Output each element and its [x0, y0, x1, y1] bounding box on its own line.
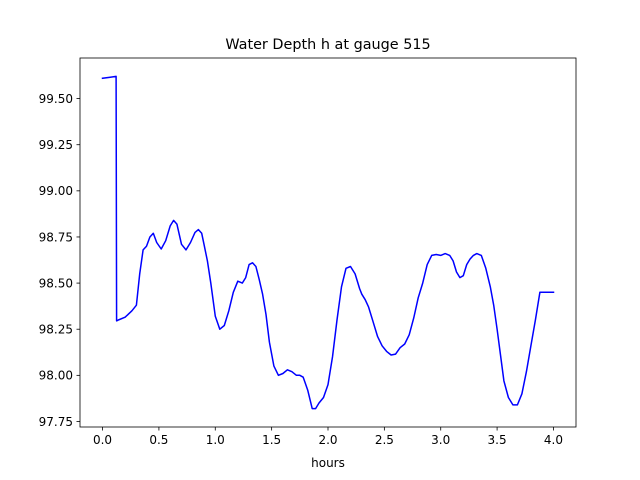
x-tick-label: 2.5: [375, 433, 394, 447]
y-tick-label: 99.00: [39, 184, 73, 198]
x-tick-label: 0.5: [149, 433, 168, 447]
y-tick-label: 97.75: [39, 415, 73, 429]
x-tick-label: 1.5: [262, 433, 281, 447]
x-axis-title: hours: [311, 456, 345, 470]
x-tick-label: 2.0: [318, 433, 337, 447]
series-line-0: [101, 75, 555, 410]
x-tick-label: 0.0: [93, 433, 112, 447]
x-tick-label: 3.5: [488, 433, 507, 447]
chart-title: Water Depth h at gauge 515: [225, 37, 430, 53]
y-tick-label: 98.50: [39, 276, 73, 290]
x-tick-label: 1.0: [206, 433, 225, 447]
y-tick-label: 98.75: [39, 230, 73, 244]
x-tick-label: 3.0: [431, 433, 450, 447]
x-tick-label: 4.0: [544, 433, 563, 447]
axes-frame: [79, 57, 577, 428]
y-tick-label: 98.25: [39, 323, 73, 337]
y-tick-label: 98.00: [39, 369, 73, 383]
y-tick-label: 99.50: [39, 92, 73, 106]
plot-area: 0.0 0.5 1.0 1.5 2.0 2.5 3.0 3.5 4.0 97.75 98.00 98.…: [39, 57, 577, 447]
y-tick-label: 99.25: [39, 138, 73, 152]
